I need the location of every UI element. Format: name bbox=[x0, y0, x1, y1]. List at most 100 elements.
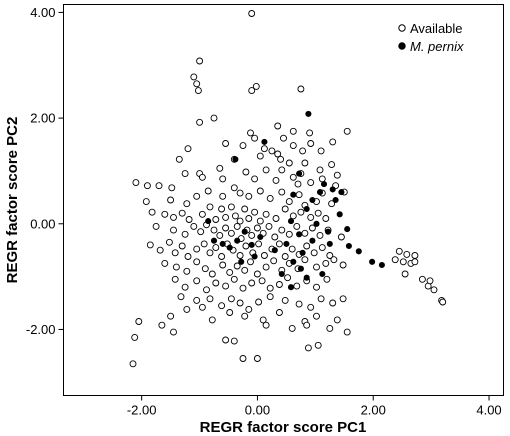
point-available bbox=[262, 210, 270, 218]
point-available bbox=[142, 198, 150, 206]
point-available bbox=[318, 244, 326, 252]
point-available bbox=[198, 173, 206, 181]
point-available bbox=[285, 230, 293, 238]
point-available bbox=[242, 242, 250, 250]
point-available bbox=[183, 305, 191, 313]
point-m-pernix bbox=[205, 218, 212, 225]
point-m-pernix bbox=[326, 240, 333, 247]
point-m-pernix bbox=[251, 253, 258, 260]
point-available bbox=[314, 209, 322, 217]
point-available bbox=[256, 217, 264, 225]
point-available bbox=[259, 316, 267, 324]
point-m-pernix bbox=[332, 196, 339, 204]
point-available bbox=[196, 57, 204, 65]
point-available bbox=[265, 222, 273, 230]
point-available bbox=[193, 277, 201, 285]
point-available bbox=[239, 355, 247, 362]
point-available bbox=[270, 257, 278, 265]
point-available bbox=[219, 261, 227, 269]
point-available bbox=[248, 10, 256, 17]
point-m-pernix bbox=[316, 189, 324, 196]
point-m-pernix bbox=[226, 244, 233, 251]
point-m-pernix bbox=[234, 237, 241, 244]
point-m-pernix bbox=[355, 248, 362, 255]
point-m-pernix bbox=[238, 258, 245, 265]
point-available bbox=[295, 300, 303, 308]
point-available bbox=[395, 247, 403, 255]
point-available bbox=[418, 275, 426, 283]
point-available bbox=[230, 184, 238, 192]
point-m-pernix bbox=[210, 237, 218, 244]
point-m-pernix bbox=[290, 258, 297, 265]
point-available bbox=[210, 226, 218, 234]
point-available bbox=[278, 226, 286, 234]
point-available bbox=[303, 242, 311, 250]
point-available bbox=[266, 293, 274, 301]
point-available bbox=[301, 229, 309, 237]
point-available bbox=[304, 344, 312, 352]
point-available bbox=[198, 210, 206, 218]
point-m-pernix bbox=[241, 228, 248, 235]
x-tick-label: -2.00 bbox=[127, 403, 157, 418]
point-available bbox=[201, 265, 209, 273]
point-available bbox=[236, 189, 244, 197]
point-available bbox=[226, 268, 234, 276]
point-available bbox=[212, 279, 220, 287]
point-available bbox=[193, 296, 201, 304]
point-m-pernix bbox=[290, 191, 297, 198]
y-tick-label: 4.00 bbox=[30, 5, 55, 20]
point-available bbox=[241, 205, 249, 213]
point-available bbox=[251, 134, 259, 142]
point-available bbox=[222, 336, 230, 344]
point-available bbox=[190, 222, 198, 230]
point-available bbox=[329, 299, 337, 307]
point-available bbox=[193, 192, 201, 200]
point-available bbox=[439, 298, 447, 306]
point-available bbox=[318, 175, 326, 183]
point-available bbox=[132, 179, 140, 187]
point-available bbox=[242, 168, 250, 176]
point-available bbox=[266, 284, 274, 292]
point-available bbox=[328, 161, 336, 169]
point-available bbox=[181, 283, 189, 291]
point-available bbox=[178, 242, 186, 250]
legend: Available M. pernix bbox=[398, 21, 464, 54]
x-axis-title: REGR factor score PC1 bbox=[200, 419, 367, 436]
point-available bbox=[297, 85, 305, 93]
plot-frame bbox=[63, 4, 504, 396]
point-available bbox=[301, 256, 309, 264]
point-m-pernix bbox=[309, 196, 316, 204]
point-available bbox=[247, 258, 254, 266]
x-tick-label: 0.00 bbox=[245, 403, 270, 418]
point-available bbox=[212, 216, 220, 223]
point-m-pernix bbox=[344, 226, 351, 233]
point-available bbox=[274, 150, 282, 158]
point-available bbox=[248, 231, 256, 239]
point-m-pernix bbox=[299, 249, 306, 256]
point-available bbox=[161, 210, 169, 218]
point-available bbox=[155, 182, 163, 190]
point-available bbox=[218, 205, 226, 213]
point-available bbox=[193, 258, 201, 266]
point-available bbox=[253, 270, 261, 278]
point-m-pernix bbox=[287, 218, 295, 225]
point-available bbox=[183, 200, 191, 208]
point-available bbox=[307, 140, 315, 147]
point-available bbox=[328, 200, 336, 208]
point-m-pernix bbox=[248, 241, 255, 248]
point-available bbox=[281, 253, 289, 260]
point-available bbox=[245, 305, 253, 313]
point-available bbox=[277, 155, 285, 163]
point-available bbox=[256, 152, 264, 160]
point-available bbox=[333, 316, 341, 324]
point-available bbox=[184, 145, 192, 153]
point-available bbox=[278, 166, 286, 174]
point-available bbox=[143, 182, 151, 190]
point-m-pernix bbox=[309, 237, 316, 244]
point-available bbox=[251, 175, 259, 183]
point-available bbox=[219, 175, 227, 183]
point-available bbox=[322, 259, 330, 267]
point-available bbox=[256, 187, 264, 195]
point-available bbox=[236, 299, 244, 307]
point-m-pernix bbox=[261, 138, 268, 145]
